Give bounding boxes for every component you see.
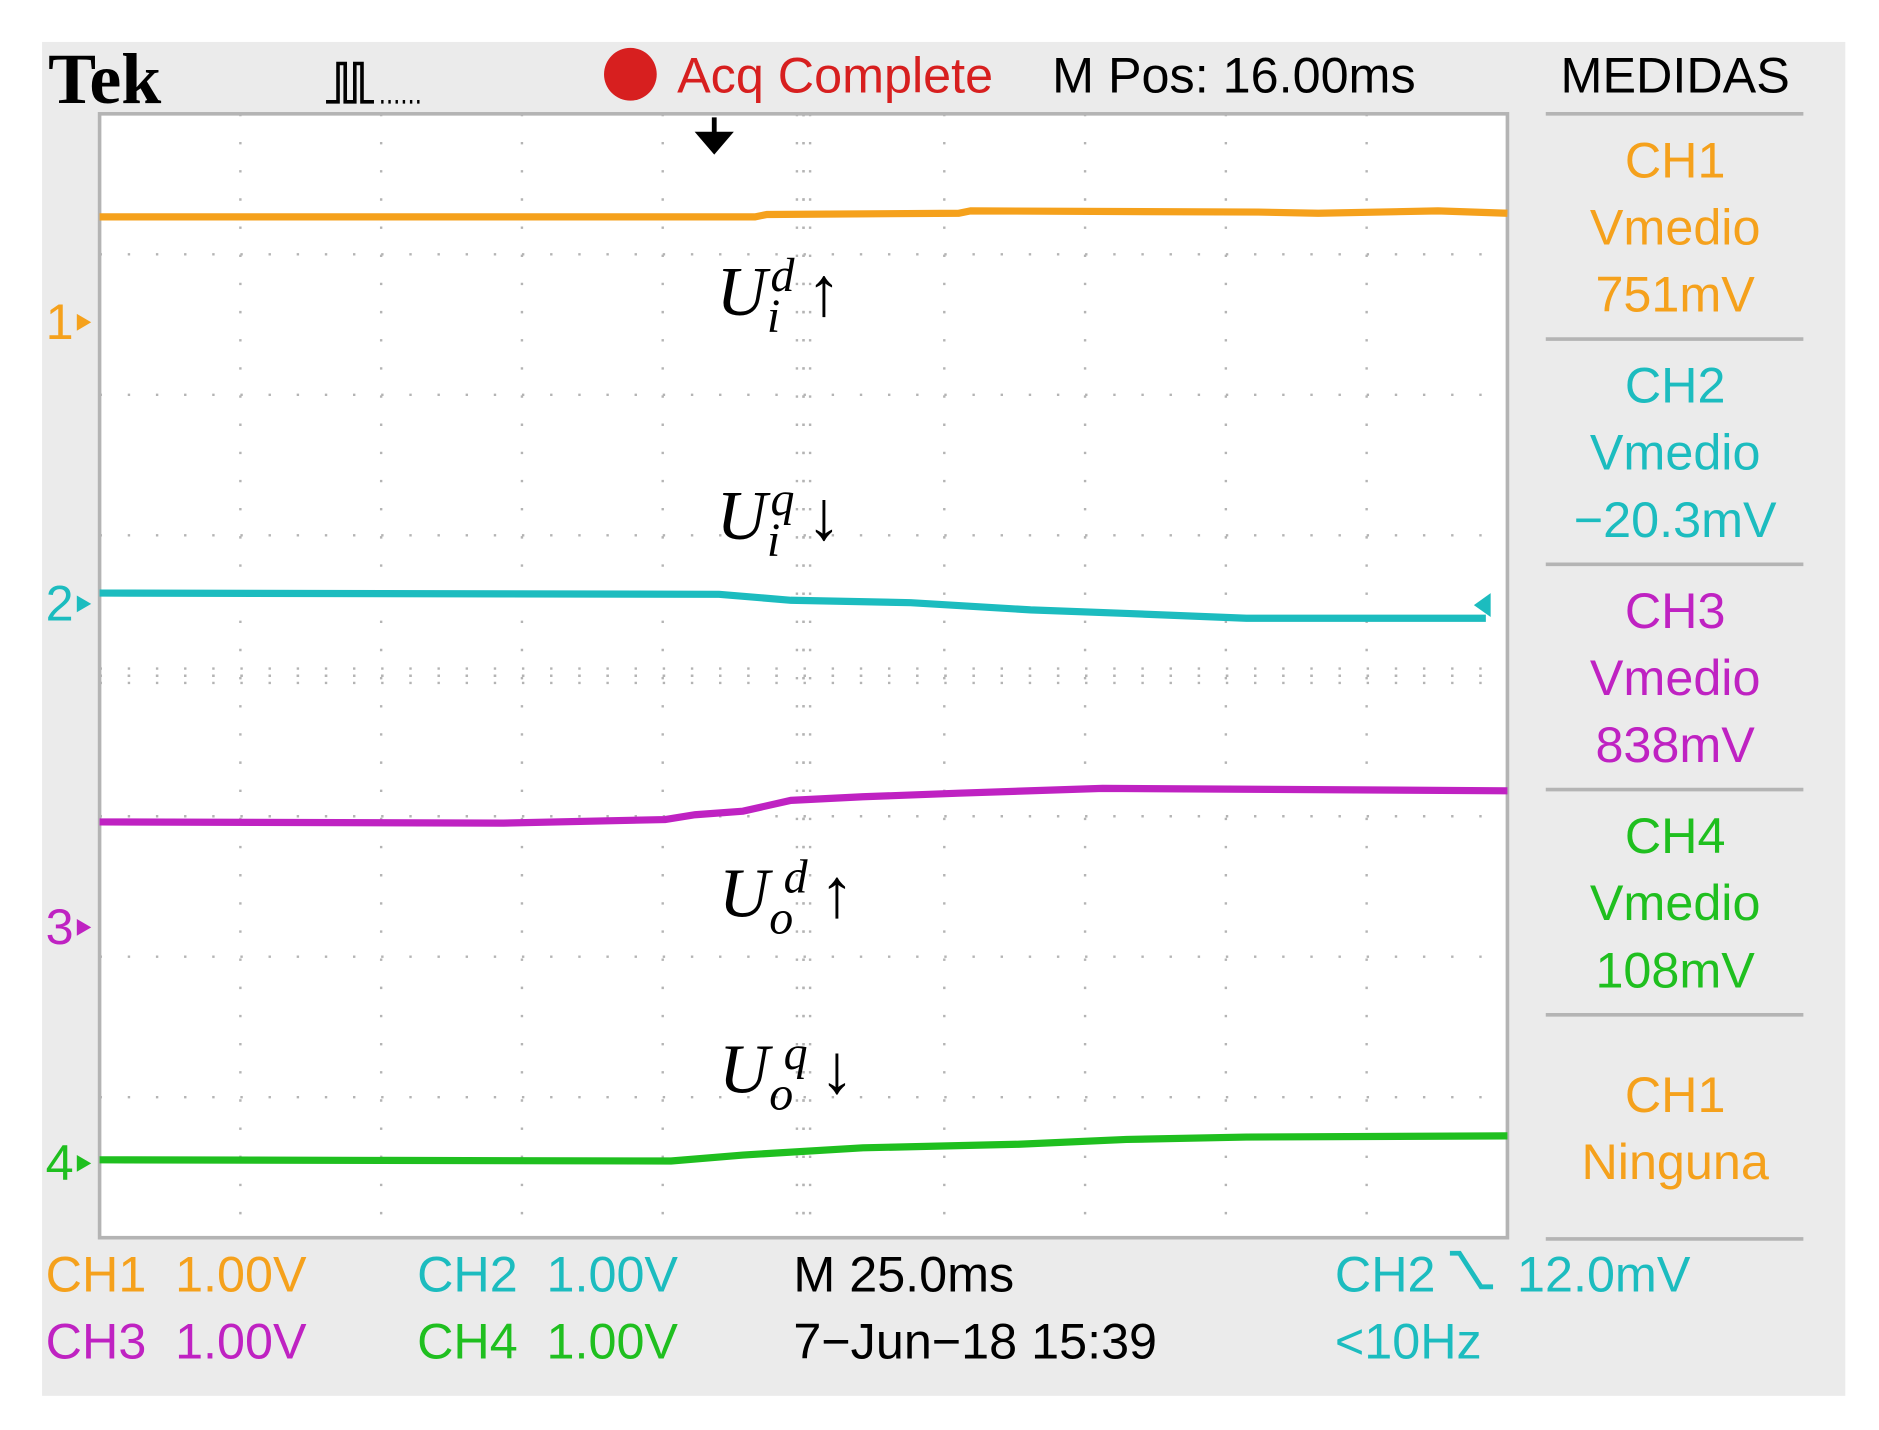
meas-label: Vmedio xyxy=(1590,874,1761,931)
acq-status: Acq Complete xyxy=(677,46,993,103)
meas-label: Vmedio xyxy=(1590,198,1761,255)
channel-marker: 4 xyxy=(46,1134,74,1191)
date: 7−Jun−18 15:39 xyxy=(793,1313,1157,1370)
trace-ch2 xyxy=(99,589,1486,622)
marker-arrow xyxy=(76,918,92,936)
frequency: <10Hz xyxy=(1335,1313,1482,1370)
traces xyxy=(99,207,1508,1165)
trigger-level-marker xyxy=(1473,593,1491,618)
meas-label: Vmedio xyxy=(1590,424,1761,481)
scale-value: 1.00V xyxy=(175,1313,307,1370)
trace-ch4 xyxy=(99,1132,1508,1165)
trigger-position xyxy=(694,117,734,155)
trigger-edge-icon xyxy=(1449,1250,1494,1290)
separators xyxy=(1545,112,1804,1241)
acq-icon xyxy=(326,61,420,104)
meas-channel: CH4 xyxy=(1625,807,1726,864)
scale-channel: CH1 xyxy=(46,1246,147,1303)
grid xyxy=(99,113,1508,1238)
scale-channel: CH4 xyxy=(417,1313,518,1370)
meas-value: 838mV xyxy=(1595,716,1755,773)
meas-channel: CH1 xyxy=(1625,1066,1726,1123)
measurement-panel: CH1 Vmedio 751mV CH2 Vmedio −20.3mV CH3 … xyxy=(1545,112,1804,1241)
scale-value: 1.00V xyxy=(547,1246,679,1303)
meas-value: −20.3mV xyxy=(1574,491,1777,548)
trigger-level: 12.0mV xyxy=(1517,1246,1691,1303)
annotation: Uod ↑ xyxy=(719,851,854,945)
meas-label: Ninguna xyxy=(1581,1133,1768,1190)
meas-channel: CH3 xyxy=(1625,582,1726,639)
brand: Tek xyxy=(48,39,161,119)
meas-channel: CH1 xyxy=(1625,131,1726,188)
status-dot xyxy=(604,47,657,101)
channel-marker: 2 xyxy=(46,575,74,632)
marker-arrow xyxy=(76,313,92,331)
annotation: Uiq ↓ xyxy=(717,473,842,567)
meas-label: Vmedio xyxy=(1590,649,1761,706)
trace-ch3 xyxy=(99,784,1508,827)
trace-ch1 xyxy=(99,207,1508,221)
menu-title: MEDIDAS xyxy=(1561,46,1790,103)
channel-marker: 3 xyxy=(46,898,74,955)
scale-channel: CH2 xyxy=(417,1246,518,1303)
trigger-source: CH2 xyxy=(1335,1246,1436,1303)
annotation: Uid ↑ xyxy=(717,249,842,343)
scale-value: 1.00V xyxy=(547,1313,679,1370)
scale-value: 1.00V xyxy=(175,1246,307,1303)
scale-channel: CH3 xyxy=(46,1313,147,1370)
annotation: Uoq ↓ xyxy=(719,1027,854,1121)
channel-marker: 1 xyxy=(46,293,74,350)
meas-value: 751mV xyxy=(1595,266,1755,323)
meas-value: 108mV xyxy=(1595,941,1755,998)
timebase: M 25.0ms xyxy=(793,1246,1014,1303)
marker-arrow xyxy=(76,1155,92,1172)
position: M Pos: 16.00ms xyxy=(1052,46,1416,103)
marker-arrow xyxy=(76,595,92,613)
meas-channel: CH2 xyxy=(1625,357,1726,414)
